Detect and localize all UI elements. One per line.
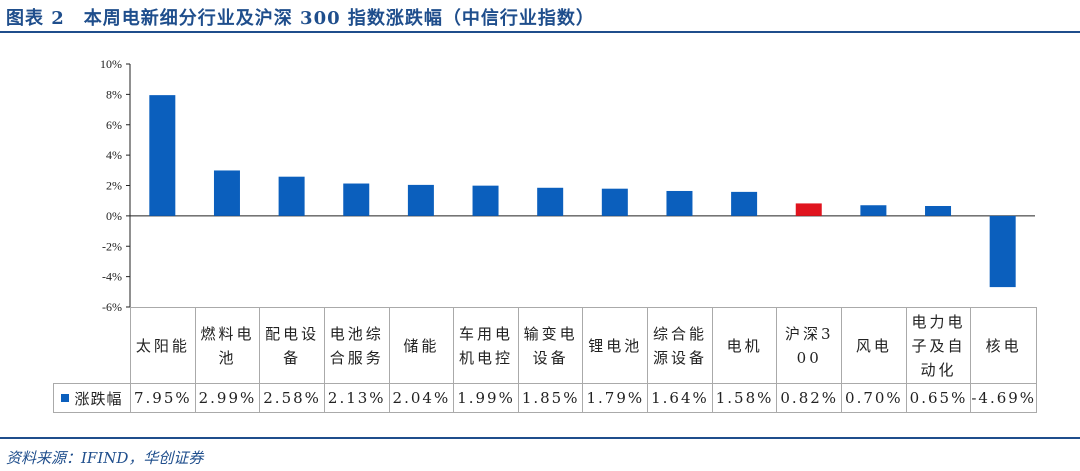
title-divider — [0, 31, 1080, 33]
category-label: 电力电子及自动化 — [911, 312, 966, 379]
data-table: 太阳能 燃料电池 配电设备 电池综合服务 储能 车用电机电控 输变电设备 锂电池 综合能源设备电… — [53, 307, 1038, 413]
bar-12 — [860, 205, 887, 216]
category-cell: 风电 — [841, 307, 907, 384]
bar-6 — [472, 185, 499, 216]
value-cell: 1.64% — [647, 383, 713, 413]
figure-title: 图表 2 本周电新细分行业及沪深 300 指数涨跌幅（中信行业指数） — [6, 8, 595, 29]
y-tick-label: -4% — [102, 270, 122, 284]
category-cell: 电池综合服务 — [323, 307, 390, 384]
category-cell: 输变电设备 — [517, 307, 584, 384]
value-cell: 1.85% — [517, 383, 584, 413]
category-label: 核电 — [985, 336, 1022, 355]
category-label: 沪深300 — [784, 324, 834, 367]
category-cell: 综合能源设备 — [647, 307, 713, 384]
value-cell: 0.70% — [841, 383, 907, 413]
bar-14 — [989, 215, 1016, 288]
category-label: 燃料电池 — [200, 324, 255, 367]
category-cell: 太阳能 — [130, 307, 196, 384]
value-cell: 0.65% — [905, 383, 972, 413]
bar-3 — [278, 176, 305, 216]
legend-label: 涨跌幅 — [74, 389, 123, 408]
bar-2 — [213, 170, 240, 216]
category-cell: 锂电池 — [582, 307, 649, 384]
y-tick-label: 10% — [100, 57, 122, 71]
value-cell: 0.82% — [776, 383, 843, 413]
category-cell: 配电设备 — [259, 307, 325, 384]
category-label: 配电设备 — [265, 324, 320, 367]
bar-13 — [925, 206, 952, 216]
bar-11 — [795, 203, 822, 216]
value-cell: 2.99% — [194, 383, 261, 413]
y-tick-label: 2% — [106, 179, 122, 193]
bar-8 — [601, 188, 628, 216]
value-cell: -4.69% — [970, 383, 1038, 413]
category-label: 输变电设备 — [523, 324, 578, 367]
category-label: 电池综合服务 — [329, 324, 384, 367]
y-tick-label: 4% — [106, 148, 122, 162]
category-label: 电机 — [726, 336, 763, 355]
y-tick-label: 8% — [106, 87, 122, 101]
category-label: 储能 — [403, 336, 440, 355]
category-cell: 车用电机电控 — [453, 307, 519, 384]
bar-5 — [407, 184, 434, 216]
value-cell: 2.13% — [323, 383, 390, 413]
category-row: 太阳能 燃料电池 配电设备 电池综合服务 储能 车用电机电控 输变电设备 锂电池 综合能源设备电… — [53, 307, 1038, 384]
y-tick-label: 6% — [106, 118, 122, 132]
source-note: 资料来源：IFIND，华创证券 — [6, 449, 204, 467]
bar-4 — [343, 183, 370, 216]
category-label: 车用电机电控 — [459, 324, 514, 367]
bar-9 — [666, 190, 693, 216]
legend-cell: 涨跌幅 — [53, 383, 131, 413]
category-cell: 沪深300 — [776, 307, 843, 384]
category-cell: 电力电子及自动化 — [905, 307, 972, 384]
category-cell: 燃料电池 — [194, 307, 261, 384]
category-label: 太阳能 — [135, 336, 190, 355]
y-tick-label: -2% — [102, 239, 122, 253]
bar-1 — [149, 95, 176, 216]
category-label: 锂电池 — [588, 336, 643, 355]
value-cell: 2.58% — [259, 383, 325, 413]
value-cell: 7.95% — [130, 383, 196, 413]
value-cell: 1.99% — [453, 383, 519, 413]
category-label: 综合能源设备 — [652, 324, 707, 367]
category-label: 风电 — [855, 336, 892, 355]
value-cell: 1.58% — [711, 383, 778, 413]
bar-7 — [537, 187, 564, 216]
legend-swatch — [61, 393, 70, 402]
value-row: 涨跌幅 7.95% 2.99% 2.58% 2.13% 2.04% 1.99% 1.85% 1.… — [53, 383, 1038, 413]
y-tick-label: 0% — [106, 209, 122, 223]
value-cell: 2.04% — [388, 383, 455, 413]
source-divider — [0, 437, 1080, 439]
category-cell: 电机 — [711, 307, 778, 384]
value-cell: 1.79% — [582, 383, 649, 413]
blank-cell — [53, 307, 131, 384]
bar-10 — [731, 191, 758, 216]
category-cell: 储能 — [388, 307, 455, 384]
category-cell: 核电 — [970, 307, 1038, 384]
